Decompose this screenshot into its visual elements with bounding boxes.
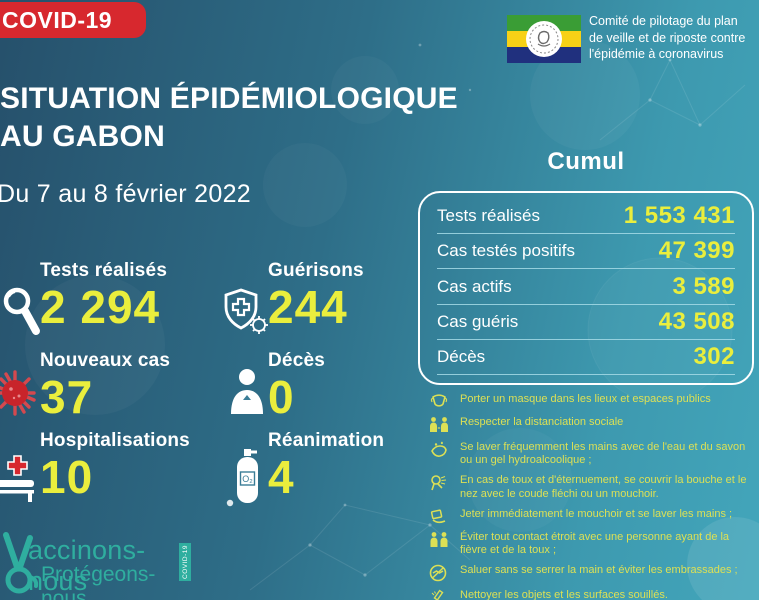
- recommendation-text: En cas de toux et d'éternuement, se couv…: [460, 474, 747, 500]
- covid19-badge-label: COVID-19: [2, 6, 113, 33]
- stat-label: Hospitalisations: [40, 430, 190, 451]
- committee-line3: l'épidémie à coronavirus: [589, 47, 724, 61]
- hospital-bed-icon: [0, 455, 34, 502]
- period-label: Du 7 au 8 février 2022: [0, 180, 251, 208]
- stat-value: 37: [40, 371, 94, 423]
- distancing-icon: [430, 417, 448, 432]
- row-label: Cas actifs: [437, 276, 512, 296]
- mask-icon: [430, 394, 448, 407]
- list-item: Jeter immédiatement le mouchoir et se la…: [429, 508, 751, 524]
- recommendation-text: Porter un masque dans les lieux et espac…: [460, 393, 711, 405]
- recommendation-text: Respecter la distanciation sociale: [460, 416, 624, 428]
- avoid-contact-icon: [430, 531, 448, 547]
- magnifier-icon: [3, 287, 40, 335]
- row-value: 43 508: [658, 307, 735, 335]
- covid19-badge: COVID-19: [0, 2, 146, 38]
- cumulative-title: Cumul: [547, 148, 625, 175]
- stat-label: Décès: [268, 350, 325, 371]
- committee-line1: Comité de pilotage du plan: [589, 14, 738, 28]
- row-label: Décès: [437, 346, 486, 366]
- page-title: SITUATION ÉPIDÉMIOLOGIQUE AU GABON: [0, 80, 458, 156]
- virus-icon: [0, 370, 36, 416]
- page-title-line2: AU GABON: [0, 120, 165, 153]
- recommendation-text: Nettoyer les objets et les surfaces soui…: [460, 589, 668, 600]
- page-title-line1: SITUATION ÉPIDÉMIOLOGIQUE: [0, 82, 458, 115]
- shield-cross-virus-icon: [224, 288, 268, 334]
- recommendation-text: Éviter tout contact étroit avec une pers…: [460, 530, 730, 556]
- stat-value: 0: [268, 371, 295, 423]
- table-row: Cas guéris 43 508: [437, 305, 735, 340]
- row-label: Tests réalisés: [437, 206, 540, 226]
- cumulative-table: Tests réalisés 1 553 431 Cas testés posi…: [418, 191, 754, 385]
- table-row: Tests réalisés 1 553 431: [437, 199, 735, 235]
- stat-label: Guérisons: [268, 260, 364, 281]
- campaign-covid-tag: COVID-19: [179, 543, 191, 581]
- stat-label: Tests réalisés: [40, 260, 168, 281]
- no-handshake-icon: [429, 564, 447, 582]
- campaign-word1: accinons-nous: [28, 535, 146, 596]
- clean-surface-icon: [431, 589, 444, 600]
- recommendations-list: Porter un masque dans les lieux et espac…: [429, 393, 751, 600]
- stat-label: Nouveaux cas: [40, 350, 171, 371]
- stat-reanimation: Réanimation 4: [268, 430, 384, 500]
- list-item: Éviter tout contact étroit avec une pers…: [429, 531, 751, 557]
- table-row: Décès 302: [437, 340, 735, 376]
- stat-value: 2 294: [40, 281, 161, 333]
- gabon-flag-logo: [507, 15, 581, 63]
- list-item: Respecter la distanciation sociale: [429, 416, 751, 434]
- recommendation-text: Se laver fréquemment les mains avec de l…: [460, 441, 746, 467]
- stat-nouveaux-cas: Nouveaux cas 37: [40, 350, 170, 420]
- sneeze-icon: [431, 475, 447, 491]
- list-item: Nettoyer les objets et les surfaces soui…: [429, 589, 751, 600]
- campaign-tag-label: COVID-19: [181, 545, 189, 579]
- row-value: 302: [693, 342, 735, 370]
- table-row: Cas actifs 3 589: [437, 269, 735, 305]
- committee-caption: Comité de pilotage du plan de veille et …: [589, 13, 745, 63]
- list-item: En cas de toux et d'éternuement, se couv…: [429, 474, 751, 500]
- stat-label: Réanimation: [268, 430, 385, 451]
- row-value: 47 399: [658, 237, 735, 265]
- hand-wash-icon: [431, 441, 447, 457]
- stat-tests-realises: Tests réalisés 2 294: [40, 260, 167, 330]
- oxygen-tank-label: O₂: [242, 474, 253, 484]
- stat-value: 10: [40, 451, 94, 503]
- row-value: 1 553 431: [623, 202, 735, 230]
- list-item: Porter un masque dans les lieux et espac…: [429, 393, 751, 409]
- stat-value: 244: [268, 281, 348, 333]
- stat-hospitalisations: Hospitalisations 10: [40, 430, 190, 500]
- stat-deces: Décès 0: [268, 350, 325, 420]
- row-value: 3 589: [672, 272, 735, 300]
- tissue-icon: [430, 509, 446, 523]
- stat-value: 4: [268, 451, 295, 503]
- victory-hand-icon: [3, 532, 39, 594]
- oxygen-tank-icon: O₂: [237, 449, 258, 503]
- row-label: Cas guéris: [437, 311, 519, 331]
- recommendation-text: Jeter immédiatement le mouchoir et se la…: [460, 507, 733, 520]
- row-label: Cas testés positifs: [437, 241, 575, 261]
- list-item: Se laver fréquemment les mains avec de l…: [429, 441, 751, 467]
- person-icon: [231, 369, 263, 414]
- recommendation-text: Saluer sans se serrer la main et éviter …: [460, 564, 738, 577]
- campaign-word2: Protégeons-nous: [41, 563, 156, 600]
- table-row: Cas testés positifs 47 399: [437, 234, 735, 270]
- committee-line2: de veille et de riposte contre: [589, 30, 746, 45]
- list-item: Saluer sans se serrer la main et éviter …: [429, 564, 751, 582]
- stat-guerisons: Guérisons 244: [268, 260, 364, 330]
